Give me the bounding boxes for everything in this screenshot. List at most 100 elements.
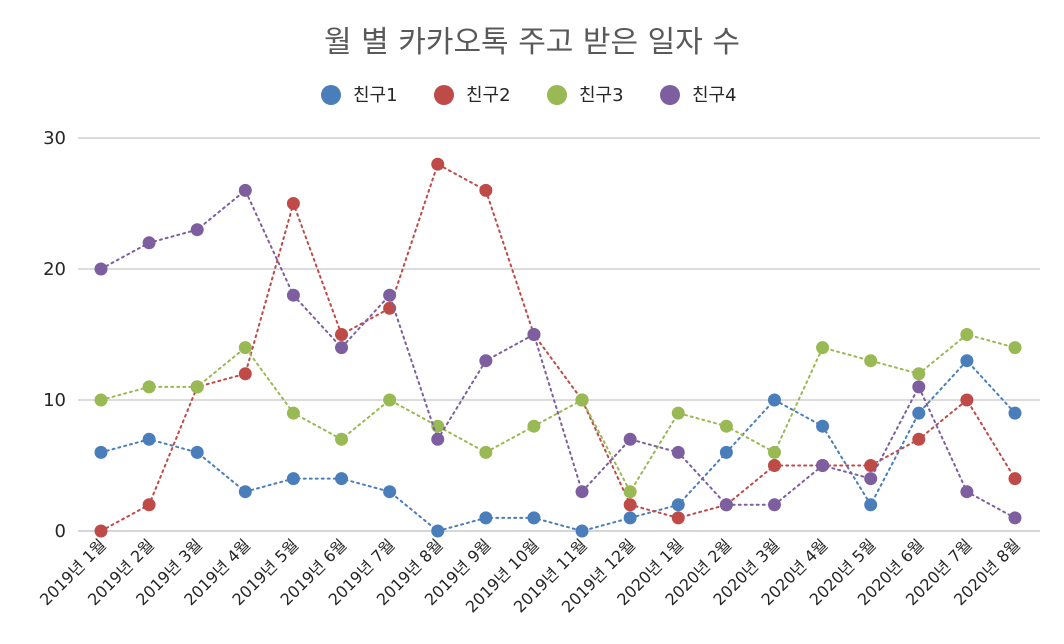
series-1 <box>94 354 1022 538</box>
data-point <box>623 511 637 525</box>
data-point <box>719 419 733 433</box>
data-point <box>527 511 541 525</box>
data-point <box>1008 406 1022 420</box>
data-point <box>960 393 974 407</box>
data-point <box>864 354 878 368</box>
data-point <box>286 288 300 302</box>
data-point <box>623 498 637 512</box>
series-group <box>94 157 1022 538</box>
data-point <box>335 432 349 446</box>
data-point <box>94 262 108 276</box>
data-point <box>335 341 349 355</box>
data-point <box>719 498 733 512</box>
data-point <box>767 393 781 407</box>
data-point <box>864 498 878 512</box>
legend-label: 친구2 <box>466 85 511 106</box>
series-2 <box>94 157 1022 538</box>
data-point <box>238 183 252 197</box>
data-point <box>864 472 878 486</box>
data-point <box>479 511 493 525</box>
legend-item: 친구2 <box>434 85 511 106</box>
data-point <box>767 459 781 472</box>
gridlines <box>78 137 1040 532</box>
legend-item: 친구3 <box>547 85 624 106</box>
chart-title: 월 별 카카오톡 주고 받은 일자 수 <box>324 25 740 60</box>
data-point <box>94 393 108 407</box>
legend-marker <box>660 85 680 105</box>
data-point <box>816 419 830 433</box>
series-3 <box>94 328 1022 499</box>
data-point <box>383 288 397 302</box>
series-line <box>100 188 1016 519</box>
data-point <box>912 367 926 381</box>
y-tick-label: 10 <box>43 390 66 411</box>
data-point <box>767 445 781 459</box>
data-point <box>383 485 397 499</box>
data-point <box>479 183 493 197</box>
legend-item: 친구1 <box>321 85 398 106</box>
legend-marker <box>321 85 341 105</box>
series-4 <box>94 183 1022 525</box>
data-point <box>383 393 397 407</box>
data-point <box>960 354 974 368</box>
data-point <box>1008 341 1022 355</box>
series-line <box>100 359 1016 533</box>
data-point <box>431 432 445 446</box>
data-point <box>671 445 685 459</box>
legend-item: 친구4 <box>660 85 737 106</box>
data-point <box>623 432 637 446</box>
data-point <box>94 524 108 538</box>
data-point <box>94 445 108 459</box>
y-tick-label: 0 <box>55 521 66 542</box>
data-point <box>671 511 685 525</box>
data-point <box>142 236 156 250</box>
data-point <box>527 328 541 341</box>
series-line <box>100 162 1016 532</box>
data-point <box>142 380 156 394</box>
legend: 친구1 친구2 친구3 친구4 <box>321 85 737 106</box>
data-point <box>335 472 349 486</box>
data-point <box>479 354 493 368</box>
data-point <box>286 197 300 210</box>
data-point <box>286 472 300 486</box>
legend-label: 친구1 <box>353 85 398 106</box>
data-point <box>286 406 300 420</box>
data-point <box>142 498 156 512</box>
data-point <box>238 367 252 381</box>
legend-label: 친구3 <box>579 85 624 106</box>
y-tick-label: 20 <box>43 259 66 280</box>
data-point <box>623 485 637 499</box>
series-line <box>100 333 1016 494</box>
data-point <box>912 432 926 446</box>
data-point <box>719 445 733 459</box>
data-point <box>912 406 926 420</box>
data-point <box>671 498 685 512</box>
y-tick-label: 30 <box>43 128 66 149</box>
data-point <box>142 432 156 446</box>
data-point <box>1008 472 1022 486</box>
legend-marker <box>434 85 454 105</box>
data-point <box>335 328 349 341</box>
data-point <box>238 341 252 355</box>
data-point <box>816 341 830 355</box>
legend-label: 친구4 <box>692 85 737 106</box>
data-point <box>1008 511 1022 525</box>
data-point <box>575 485 589 499</box>
data-point <box>864 459 878 472</box>
data-point <box>238 485 252 499</box>
data-point <box>190 380 204 394</box>
data-point <box>816 459 830 472</box>
data-point <box>190 223 204 237</box>
data-point <box>527 419 541 433</box>
data-point <box>431 419 445 433</box>
data-point <box>575 393 589 407</box>
data-point <box>479 445 493 459</box>
legend-marker <box>547 85 567 105</box>
y-axis-ticks: 0 10 20 30 <box>43 128 66 542</box>
data-point <box>960 485 974 499</box>
data-point <box>575 524 589 538</box>
data-point <box>912 380 926 394</box>
data-point <box>431 157 445 171</box>
